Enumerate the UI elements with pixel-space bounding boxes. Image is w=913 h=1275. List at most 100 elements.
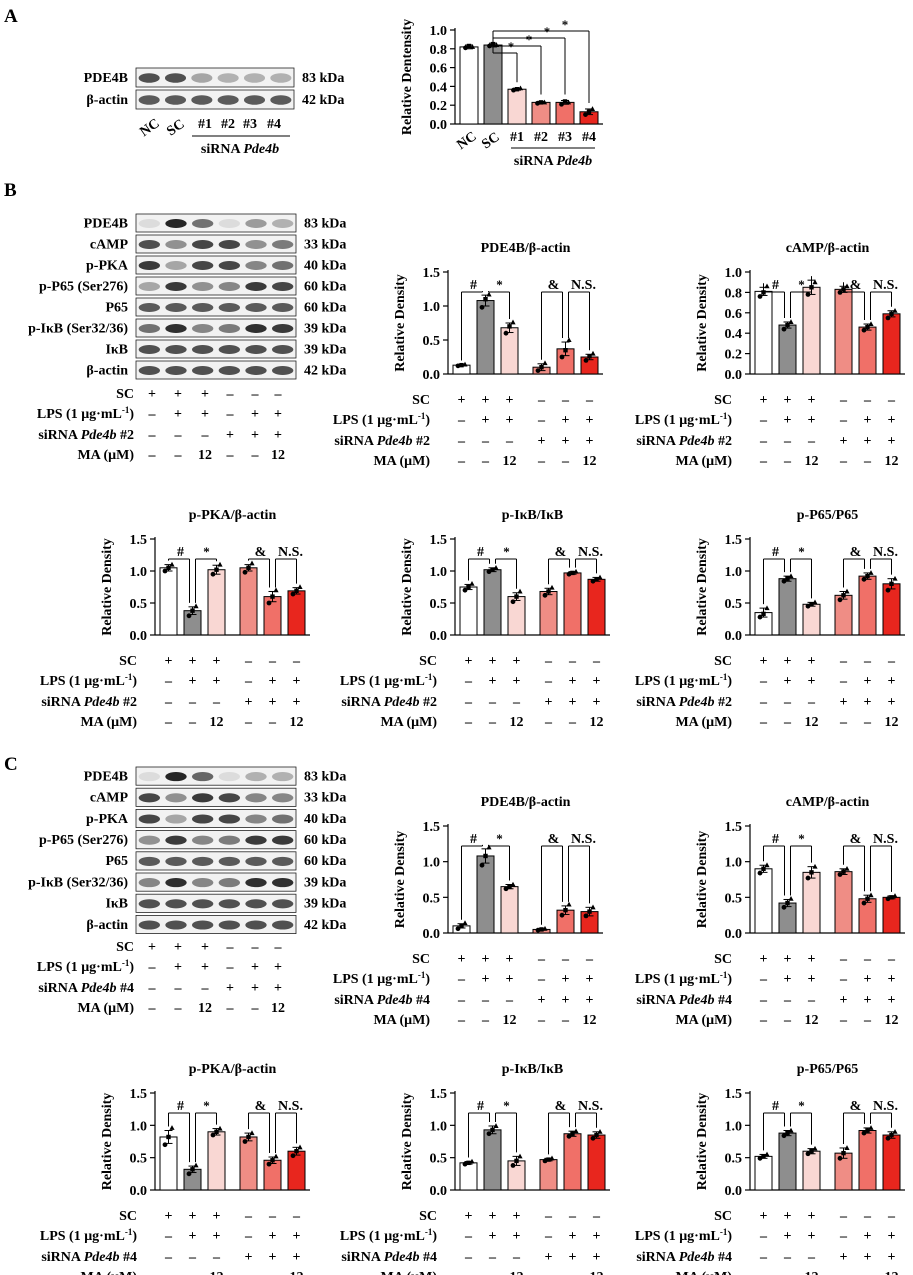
blot-size-label: 33 kDa bbox=[304, 791, 346, 806]
treatment-label-sirna: siRNA Pde4b #2 bbox=[38, 428, 134, 443]
treatment-mark: – bbox=[839, 972, 848, 987]
treatment-mark: + bbox=[888, 695, 896, 710]
treatment-mark: – bbox=[544, 674, 553, 689]
chart-title: cAMP/β-actin bbox=[786, 795, 870, 810]
treatment-label-ma: MA (μM) bbox=[380, 1270, 437, 1275]
blot-strip bbox=[135, 297, 297, 317]
data-point bbox=[539, 365, 544, 370]
y-tick-label: 1.0 bbox=[423, 856, 441, 871]
treatment-mark: – bbox=[464, 715, 473, 730]
blot-band bbox=[218, 814, 240, 824]
treatment-mark: + bbox=[465, 1209, 473, 1224]
bar bbox=[555, 101, 575, 125]
x-tick-label: SC bbox=[479, 130, 502, 153]
blot-band bbox=[218, 303, 240, 312]
chart-title: PDE4B/β-actin bbox=[481, 241, 571, 256]
treatment-mark: – bbox=[464, 1229, 473, 1244]
blot-band bbox=[245, 366, 267, 375]
blot-band bbox=[192, 899, 214, 909]
treatment-mark: – bbox=[268, 715, 277, 730]
blot-band bbox=[272, 282, 294, 291]
sig-ns: N.S. bbox=[873, 545, 898, 560]
blot-band bbox=[245, 772, 267, 782]
data-point bbox=[861, 900, 867, 906]
blot-band bbox=[138, 324, 160, 333]
blot-band bbox=[272, 814, 294, 824]
bar bbox=[507, 596, 526, 636]
treatment-mark: + bbox=[569, 1250, 577, 1265]
treatment-mark: – bbox=[783, 1013, 792, 1028]
treatment-mark: – bbox=[561, 454, 570, 469]
treatment-mark: + bbox=[538, 993, 546, 1008]
treatment-mark: – bbox=[561, 952, 570, 967]
data-point bbox=[889, 311, 894, 317]
blot-protein-label: IκB bbox=[105, 897, 128, 912]
treatment-mark: + bbox=[213, 1229, 221, 1244]
y-axis-label: Relative Density bbox=[100, 538, 115, 636]
sig-star: * bbox=[562, 17, 569, 32]
chart-c5: p-P65/P65 0.0 0.5 1.0 1.5 Relative Density # * &… bbox=[695, 1062, 905, 1199]
data-point bbox=[466, 43, 472, 49]
treatment-mark: – bbox=[244, 654, 253, 669]
blot-protein-label: IκB bbox=[105, 342, 128, 357]
blot-strip bbox=[135, 893, 297, 913]
bar bbox=[531, 101, 551, 125]
x-tick-label: #2 bbox=[534, 130, 548, 145]
blot-protein-label: cAMP bbox=[90, 791, 129, 806]
data-point bbox=[865, 324, 870, 330]
treatment-mark: – bbox=[783, 1270, 792, 1275]
data-point bbox=[517, 1153, 523, 1159]
data-point bbox=[549, 1155, 555, 1161]
data-point bbox=[486, 291, 492, 297]
sig-ampersand: & bbox=[850, 832, 862, 847]
blot-size-label: 40 kDa bbox=[304, 812, 346, 827]
blot-protein-label: p-P65 (Ser276) bbox=[39, 279, 128, 294]
data-point bbox=[166, 1134, 171, 1140]
treatment-label-ma: MA (μM) bbox=[675, 1013, 732, 1028]
blot-band bbox=[165, 772, 187, 782]
blot-band bbox=[165, 240, 187, 249]
data-point bbox=[781, 326, 787, 332]
treatment-mark: – bbox=[148, 1001, 157, 1016]
chart-title: p-IκB/IκB bbox=[502, 508, 563, 523]
bar bbox=[858, 326, 877, 375]
treatment-mark: – bbox=[807, 993, 816, 1008]
treatment-mark: – bbox=[544, 1270, 553, 1275]
blot-band bbox=[191, 73, 213, 83]
data-point bbox=[469, 1158, 475, 1164]
blot-protein-label: β-actin bbox=[86, 918, 128, 933]
treatment-mark: – bbox=[568, 654, 577, 669]
data-point bbox=[566, 337, 572, 342]
treatment-mark: + bbox=[213, 1209, 221, 1224]
treatment-mark: + bbox=[808, 413, 816, 428]
sig-star: * bbox=[503, 544, 510, 559]
data-point bbox=[788, 319, 794, 324]
treatment-mark: + bbox=[174, 940, 182, 955]
treatment-mark: – bbox=[488, 715, 497, 730]
blot-strip bbox=[135, 255, 297, 275]
blot-band bbox=[192, 856, 214, 866]
data-point bbox=[587, 354, 592, 359]
treatment-mark: – bbox=[839, 1229, 848, 1244]
treatment-mark: – bbox=[807, 695, 816, 710]
treatment-mark: – bbox=[544, 1229, 553, 1244]
y-tick-label: 1.0 bbox=[725, 565, 743, 580]
bar bbox=[834, 288, 853, 375]
treatment-label-ma: MA (μM) bbox=[80, 715, 137, 730]
treatment-label-lps: LPS (1 μg·mL-1) bbox=[333, 970, 430, 987]
data-point bbox=[273, 1153, 279, 1159]
treatment-mark: – bbox=[887, 952, 896, 967]
treatment-mark: + bbox=[840, 695, 848, 710]
bar bbox=[858, 1130, 877, 1191]
data-point bbox=[266, 600, 272, 606]
sig-ampersand: & bbox=[555, 545, 567, 560]
treatment-mark: – bbox=[759, 972, 768, 987]
blot-band bbox=[218, 366, 240, 375]
treatment-mark: + bbox=[165, 1209, 173, 1224]
data-point bbox=[549, 584, 555, 590]
data-point bbox=[169, 1125, 175, 1130]
chart-c4: p-IκB/IκB 0.0 0.5 1.0 1.5 Relative Density # * &… bbox=[400, 1062, 610, 1199]
sig-star: * bbox=[798, 831, 805, 846]
data-point bbox=[788, 573, 794, 579]
y-tick-label: 0.0 bbox=[430, 629, 448, 644]
